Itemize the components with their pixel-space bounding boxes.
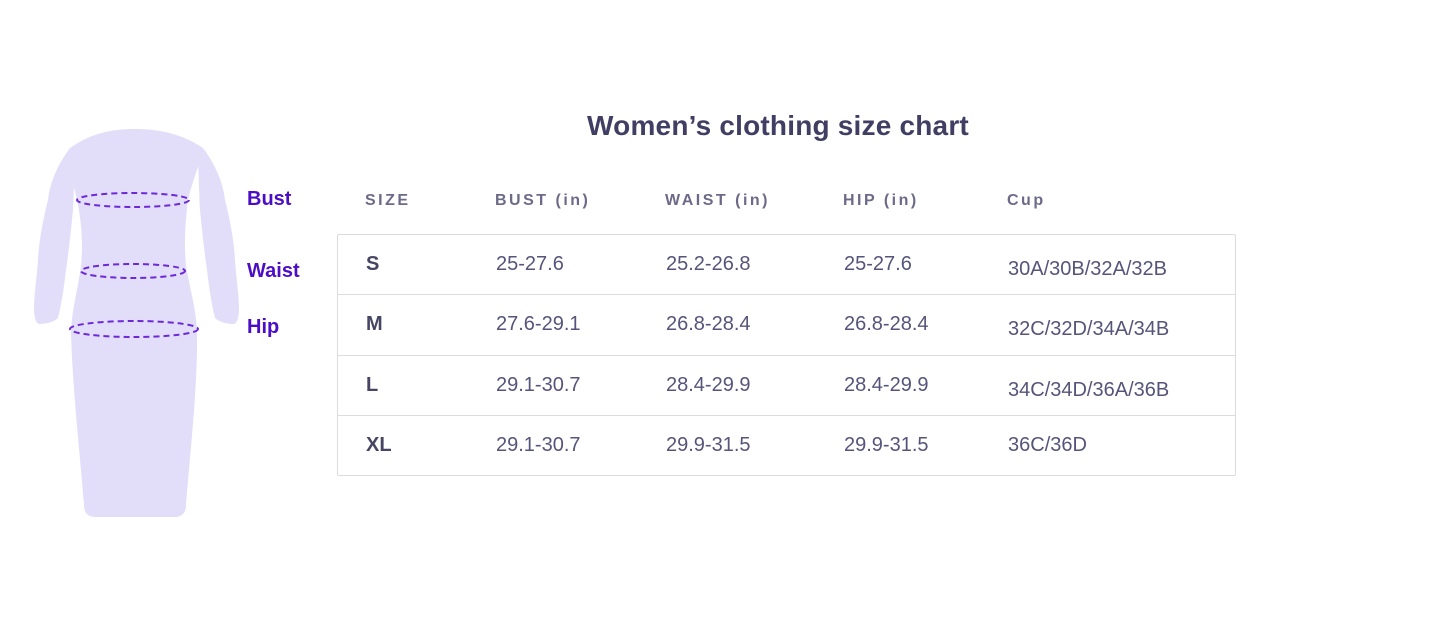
cup-value: 30A/30B/32A/32B (1008, 258, 1168, 281)
table-header-row: SIZE BUST (in) WAIST (in) HIP (in) Cup (337, 192, 1236, 210)
table-row-s: S 25-27.6 25.2-26.8 25-27.6 30A/30B/32A/… (338, 235, 1235, 294)
hip-value: 26.8-28.4 (844, 313, 929, 336)
cup-value: 34C/34D/36A/36B (1008, 378, 1170, 401)
dress-left-sleeve-shape (34, 148, 75, 324)
column-header-bust: BUST (in) (495, 192, 591, 209)
waist-value: 29.9-31.5 (666, 433, 751, 456)
waist-measure-ellipse (80, 263, 186, 279)
table-row-l: L 29.1-30.7 28.4-29.9 28.4-29.9 34C/34D/… (338, 354, 1235, 415)
dress-illustration (30, 124, 240, 524)
hip-value: 28.4-29.9 (844, 373, 929, 396)
page-title: Women’s clothing size chart (587, 110, 969, 141)
bust-value: 25-27.6 (496, 253, 564, 276)
hip-value: 29.9-31.5 (844, 433, 929, 456)
size-value: S (366, 253, 380, 276)
hip-value: 25-27.6 (844, 253, 912, 276)
size-value: L (366, 373, 379, 396)
column-header-size: SIZE (365, 192, 411, 209)
waist-value: 25.2-26.8 (666, 253, 751, 276)
waist-label: Waist (247, 260, 300, 282)
hip-label: Hip (247, 316, 280, 338)
cup-value: 32C/32D/34A/34B (1008, 318, 1170, 341)
bust-value: 27.6-29.1 (496, 313, 581, 336)
column-header-cup: Cup (1007, 192, 1046, 209)
bust-measure-ellipse (76, 192, 190, 208)
size-value: XL (366, 433, 392, 456)
waist-value: 28.4-29.9 (666, 373, 751, 396)
size-table: S 25-27.6 25.2-26.8 25-27.6 30A/30B/32A/… (337, 234, 1236, 476)
dress-right-sleeve-shape (198, 148, 239, 324)
hip-measure-ellipse (69, 320, 199, 338)
table-row-xl: XL 29.1-30.7 29.9-31.5 29.9-31.5 36C/36D (338, 414, 1235, 475)
bust-value: 29.1-30.7 (496, 433, 581, 456)
column-header-hip: HIP (in) (843, 192, 919, 209)
table-row-m: M 27.6-29.1 26.8-28.4 26.8-28.4 32C/32D/… (338, 294, 1235, 354)
bust-label: Bust (247, 188, 292, 210)
column-header-waist: WAIST (in) (665, 192, 770, 209)
waist-value: 26.8-28.4 (666, 313, 751, 336)
size-value: M (366, 313, 383, 336)
bust-value: 29.1-30.7 (496, 373, 581, 396)
cup-value: 36C/36D (1008, 433, 1087, 456)
dress-body-shape (69, 129, 203, 517)
